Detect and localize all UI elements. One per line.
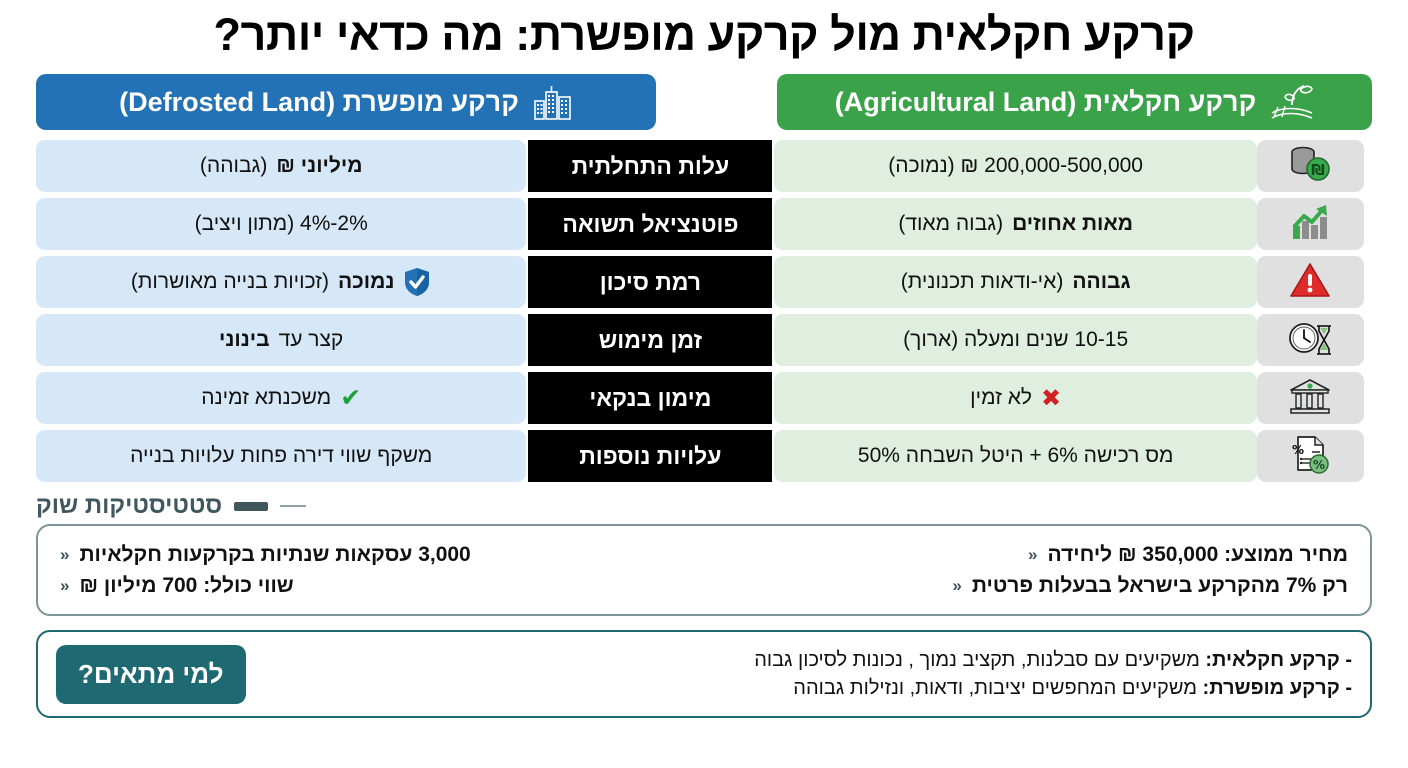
row-criterion: עלויות נוספות [528, 430, 773, 482]
cell-defrosted: קצר עד בינוני [36, 314, 527, 366]
row-icon-cell [1256, 198, 1364, 250]
list-item: « שווי כולל: 700 מיליון ₪ [60, 574, 704, 598]
stat-text: שווי כולל: 700 מיליון ₪ [79, 573, 294, 597]
cell-agricultural-text: 200,000-500,000 ₪ (נמוכה) [888, 154, 1143, 177]
stat-text: 3,000 עסקאות שנתיות בקרקעות חקלאיות [79, 542, 471, 566]
stats-column-right: « 3,000 עסקאות שנתיות בקרקעות חקלאיות « … [60, 543, 704, 598]
status-badge: למי מתאים? [56, 644, 246, 704]
cell-defrosted: משקף שווי דירה פחות עלויות בנייה [36, 430, 527, 482]
cell-defrosted: מיליוני ₪ (גבוהה) [36, 140, 527, 192]
row-criterion: מימון בנקאי [528, 372, 773, 424]
suitability-lines: - קרקע חקלאית: משקיעים עם סבלנות, תקציב … [258, 649, 1352, 700]
percent-document-icon: % % [1289, 434, 1331, 479]
cell-defrosted-text: 2%-4% (מתון ויציב) [194, 212, 368, 235]
chevron-marker-icon: « [60, 544, 70, 564]
cell-agricultural: גבוהה (אי-ודאות תכנונית) [774, 256, 1257, 308]
stats-line-marker [280, 505, 307, 507]
list-item: - קרקע מופשרת: משקיעים המחפשים יציבות, ו… [793, 677, 1352, 700]
row-icon-cell: ₪ [1256, 140, 1364, 192]
cell-defrosted-text: (זכויות בנייה מאושרות) [130, 270, 329, 293]
row-icon-cell [1256, 256, 1364, 308]
table-row: משקף שווי דירה פחות עלויות בנייה עלויות … [36, 430, 1372, 482]
cell-defrosted-bold: בינוני [219, 328, 270, 351]
row-criterion: זמן מימוש [528, 314, 773, 366]
cell-defrosted-bold: מיליוני ₪ [276, 154, 363, 177]
cell-agricultural: מס רכישה 6% + היטל השבחה 50% [774, 430, 1257, 482]
suitability-text: משקיעים המחפשים יציבות, ודאות, ונזילות ג… [793, 676, 1203, 699]
row-criterion: עלות התחלתית [528, 140, 773, 192]
header-defrosted-label: קרקע מופשרת (Defrosted Land) [119, 86, 519, 117]
cell-agricultural-text: מס רכישה 6% + היטל השבחה 50% [857, 444, 1174, 467]
suitability-box: למי מתאים? - קרקע חקלאית: משקיעים עם סבל… [36, 630, 1372, 718]
warning-triangle-icon [1289, 261, 1331, 304]
stat-text: מחיר ממוצע: 350,000 ₪ ליחידה [1047, 542, 1348, 566]
table-row: 2%-4% (מתון ויציב) פוטנציאל תשואה מאות א… [36, 198, 1372, 250]
chevron-marker-icon: « [952, 575, 962, 595]
list-item: - קרקע חקלאית: משקיעים עם סבלנות, תקציב … [754, 649, 1352, 672]
table-row: מיליוני ₪ (גבוהה) עלות התחלתית 200,000-5… [36, 140, 1372, 192]
market-statistics-section: סטטיסטיקות שוק « 3,000 עסקאות שנתיות בקר… [0, 492, 1408, 616]
shekel-coins-icon: ₪ [1287, 143, 1333, 190]
chevron-marker-icon: « [1027, 544, 1038, 564]
list-item: « 3,000 עסקאות שנתיות בקרקעות חקלאיות [60, 543, 704, 567]
table-row: קצר עד בינוני זמן מימוש 10-15 שנים ומעלה… [36, 314, 1372, 366]
svg-text:₪: ₪ [1312, 161, 1326, 179]
stats-column-left: « מחיר ממוצע: 350,000 ₪ ליחידה « רק 7% מ… [704, 543, 1348, 598]
stats-box: « 3,000 עסקאות שנתיות בקרקעות חקלאיות « … [36, 524, 1372, 616]
suitability-text: משקיעים עם סבלנות, תקציב נמוך , נכונות ל… [754, 648, 1206, 671]
cell-defrosted-text: משכנתא זמינה [201, 386, 332, 409]
suitability-label: - קרקע מופשרת: [1202, 676, 1352, 699]
cell-agricultural-text: (אי-ודאות תכנונית) [900, 270, 1064, 293]
cell-agricultural: ✖ לא זמין [774, 372, 1257, 424]
list-item: « רק 7% מהקרקע בישראל בבעלות פרטית [704, 574, 1348, 598]
cell-agricultural-bold: גבוהה [1072, 270, 1131, 293]
cell-defrosted: 2%-4% (מתון ויציב) [36, 198, 527, 250]
cell-agricultural-bold: מאות אחוזים [1012, 212, 1133, 235]
cell-agricultural-text: 10-15 שנים ומעלה (ארוך) [903, 328, 1129, 351]
svg-text:%: % [1292, 443, 1304, 457]
stat-text: רק 7% מהקרקע בישראל בבעלות פרטית [971, 573, 1348, 597]
city-buildings-icon [533, 83, 573, 121]
chevron-marker-icon: « [60, 575, 70, 595]
list-item: « מחיר ממוצע: 350,000 ₪ ליחידה [704, 543, 1348, 567]
cell-defrosted-bold: נמוכה [337, 270, 395, 293]
cell-agricultural-text: (גבוה מאוד) [898, 212, 1004, 235]
page-title: קרקע חקלאית מול קרקע מופשרת: מה כדאי יות… [213, 9, 1195, 60]
cell-defrosted: נמוכה (זכויות בנייה מאושרות) [36, 256, 527, 308]
row-criterion: רמת סיכון [528, 256, 773, 308]
stats-heading: סטטיסטיקות שוק [36, 492, 1372, 520]
row-icon-cell [1256, 372, 1364, 424]
cell-defrosted-prefix: קצר עד [278, 328, 344, 351]
header-defrosted: קרקע מופשרת (Defrosted Land) [36, 74, 656, 130]
table-row: ✔ משכנתא זמינה מימון בנקאי ✖ לא זמין [36, 372, 1372, 424]
svg-text:%: % [1313, 458, 1325, 472]
cell-defrosted: ✔ משכנתא זמינה [36, 372, 527, 424]
cross-mark-icon: ✖ [1041, 384, 1062, 412]
bank-icon [1288, 376, 1332, 421]
suitability-label: - קרקע חקלאית: [1205, 648, 1352, 671]
stats-heading-label: סטטיסטיקות שוק [36, 492, 223, 519]
cell-defrosted-text: משקף שווי דירה פחות עלויות בנייה [130, 444, 433, 467]
cell-agricultural-text: לא זמין [970, 386, 1033, 409]
row-icon-cell: % % [1256, 430, 1364, 482]
shield-check-icon [403, 267, 431, 297]
cell-agricultural: 200,000-500,000 ₪ (נמוכה) [774, 140, 1257, 192]
table-row: נמוכה (זכויות בנייה מאושרות) רמת סיכון ג… [36, 256, 1372, 308]
cell-agricultural: 10-15 שנים ומעלה (ארוך) [774, 314, 1257, 366]
check-mark-icon: ✔ [340, 384, 362, 412]
column-headers: קרקע מופשרת (Defrosted Land) קרקע חקלאית… [0, 74, 1408, 130]
growth-chart-icon [1288, 202, 1332, 247]
stats-dash-marker [234, 501, 269, 511]
header-agricultural: קרקע חקלאית (Agricultural Land) [777, 74, 1372, 130]
row-icon-cell [1256, 314, 1364, 366]
sprout-field-icon [1270, 83, 1314, 121]
suitability-section: למי מתאים? - קרקע חקלאית: משקיעים עם סבל… [0, 630, 1408, 718]
row-criterion: פוטנציאל תשואה [528, 198, 773, 250]
clock-hourglass-icon [1287, 318, 1333, 363]
cell-agricultural: מאות אחוזים (גבוה מאוד) [774, 198, 1257, 250]
cell-defrosted-text: (גבוהה) [199, 154, 268, 177]
header-agricultural-label: קרקע חקלאית (Agricultural Land) [834, 86, 1257, 117]
comparison-table: מיליוני ₪ (גבוהה) עלות התחלתית 200,000-5… [0, 140, 1408, 482]
